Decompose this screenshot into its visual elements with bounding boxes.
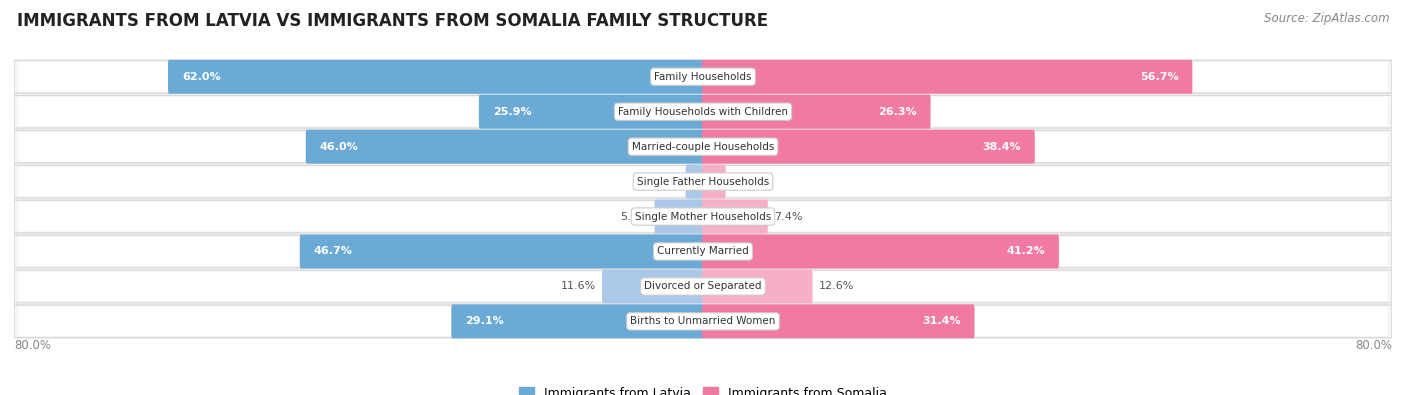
FancyBboxPatch shape xyxy=(702,235,1059,269)
Text: Births to Unmarried Women: Births to Unmarried Women xyxy=(630,316,776,326)
FancyBboxPatch shape xyxy=(14,95,1392,128)
FancyBboxPatch shape xyxy=(18,167,1388,196)
Text: 56.7%: 56.7% xyxy=(1140,72,1178,82)
FancyBboxPatch shape xyxy=(702,269,813,303)
FancyBboxPatch shape xyxy=(18,97,1388,126)
Text: 12.6%: 12.6% xyxy=(818,281,853,292)
Text: Currently Married: Currently Married xyxy=(657,246,749,256)
Text: IMMIGRANTS FROM LATVIA VS IMMIGRANTS FROM SOMALIA FAMILY STRUCTURE: IMMIGRANTS FROM LATVIA VS IMMIGRANTS FRO… xyxy=(17,12,768,30)
Text: 25.9%: 25.9% xyxy=(494,107,531,117)
FancyBboxPatch shape xyxy=(299,235,704,269)
Text: 29.1%: 29.1% xyxy=(465,316,505,326)
FancyBboxPatch shape xyxy=(14,130,1392,163)
Text: 41.2%: 41.2% xyxy=(1007,246,1045,256)
Text: 80.0%: 80.0% xyxy=(1355,339,1392,352)
Text: 46.0%: 46.0% xyxy=(319,142,359,152)
FancyBboxPatch shape xyxy=(702,305,974,339)
FancyBboxPatch shape xyxy=(18,272,1388,301)
FancyBboxPatch shape xyxy=(18,307,1388,336)
FancyBboxPatch shape xyxy=(14,235,1392,268)
Text: 5.5%: 5.5% xyxy=(620,212,648,222)
FancyBboxPatch shape xyxy=(451,305,704,339)
Text: 46.7%: 46.7% xyxy=(314,246,353,256)
FancyBboxPatch shape xyxy=(702,95,931,129)
FancyBboxPatch shape xyxy=(702,199,768,233)
FancyBboxPatch shape xyxy=(18,132,1388,161)
Text: 80.0%: 80.0% xyxy=(14,339,51,352)
FancyBboxPatch shape xyxy=(702,165,725,199)
Text: Single Father Households: Single Father Households xyxy=(637,177,769,186)
FancyBboxPatch shape xyxy=(14,305,1392,338)
FancyBboxPatch shape xyxy=(479,95,704,129)
FancyBboxPatch shape xyxy=(18,237,1388,266)
FancyBboxPatch shape xyxy=(702,60,1192,94)
Text: Divorced or Separated: Divorced or Separated xyxy=(644,281,762,292)
Text: 7.4%: 7.4% xyxy=(773,212,801,222)
Legend: Immigrants from Latvia, Immigrants from Somalia: Immigrants from Latvia, Immigrants from … xyxy=(513,382,893,395)
FancyBboxPatch shape xyxy=(14,270,1392,303)
Text: 26.3%: 26.3% xyxy=(877,107,917,117)
Text: Single Mother Households: Single Mother Households xyxy=(636,212,770,222)
FancyBboxPatch shape xyxy=(14,60,1392,93)
Text: 62.0%: 62.0% xyxy=(181,72,221,82)
Text: 11.6%: 11.6% xyxy=(561,281,596,292)
FancyBboxPatch shape xyxy=(702,130,1035,164)
FancyBboxPatch shape xyxy=(686,165,704,199)
Text: Source: ZipAtlas.com: Source: ZipAtlas.com xyxy=(1264,12,1389,25)
FancyBboxPatch shape xyxy=(602,269,704,303)
FancyBboxPatch shape xyxy=(14,165,1392,198)
FancyBboxPatch shape xyxy=(305,130,704,164)
Text: 2.5%: 2.5% xyxy=(731,177,759,186)
FancyBboxPatch shape xyxy=(18,62,1388,91)
FancyBboxPatch shape xyxy=(18,202,1388,231)
Text: Family Households: Family Households xyxy=(654,72,752,82)
FancyBboxPatch shape xyxy=(14,200,1392,233)
Text: 1.9%: 1.9% xyxy=(651,177,679,186)
Text: 38.4%: 38.4% xyxy=(983,142,1021,152)
Text: Family Households with Children: Family Households with Children xyxy=(619,107,787,117)
FancyBboxPatch shape xyxy=(655,199,704,233)
Text: Married-couple Households: Married-couple Households xyxy=(631,142,775,152)
Text: 31.4%: 31.4% xyxy=(922,316,960,326)
FancyBboxPatch shape xyxy=(167,60,704,94)
